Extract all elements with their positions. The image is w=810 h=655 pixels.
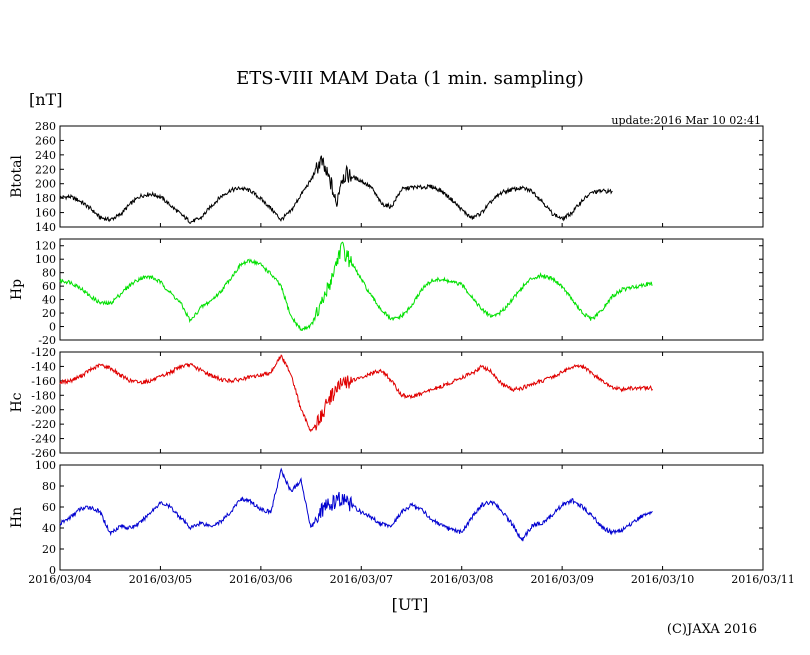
panels: 140160180200220240260280Btotal-200204060… (9, 120, 764, 577)
series-line-btotal (59, 155, 613, 225)
panel-frame (59, 125, 764, 228)
chart-title: ETS-VIII MAM Data (1 min. sampling) (236, 68, 584, 89)
y-tick-label: -140 (31, 360, 56, 373)
y-tick-label: 80 (42, 480, 56, 493)
y-tick-label: 0 (49, 321, 56, 334)
x-tick-label: 2016/03/08 (430, 573, 493, 586)
x-tick-label: 2016/03/06 (229, 573, 292, 586)
y-tick-label: 100 (35, 459, 56, 472)
y-tick-label: 220 (35, 163, 56, 176)
y-tick-label: 140 (35, 221, 56, 234)
y-axis-label: Btotal (9, 155, 25, 198)
series-line-hn (59, 467, 653, 542)
y-tick-label: 20 (42, 307, 56, 320)
y-tick-label: -20 (38, 334, 56, 347)
copyright: (C)JAXA 2016 (667, 622, 757, 637)
y-tick-label: 60 (42, 280, 56, 293)
y-tick-label: 260 (35, 134, 56, 147)
y-tick-label: 280 (35, 120, 56, 133)
x-tick-label: 2016/03/10 (631, 573, 694, 586)
y-axis-label: Hc (9, 392, 25, 412)
y-tick-label: -180 (31, 389, 56, 402)
panel-frame (59, 464, 764, 571)
y-tick-label: 240 (35, 149, 56, 162)
y-tick-label: 80 (42, 267, 56, 280)
y-tick-label: 0 (49, 564, 56, 577)
y-tick-label: 160 (35, 207, 56, 220)
panel-frame (59, 238, 764, 341)
y-tick-label: 120 (35, 240, 56, 253)
x-tick-label: 2016/03/04 (28, 573, 91, 586)
y-tick-label: 100 (35, 253, 56, 266)
y-tick-label: -120 (31, 346, 56, 359)
y-tick-label: -260 (31, 447, 56, 460)
x-tick-label: 2016/03/11 (731, 573, 794, 586)
y-axis-label: Hn (9, 507, 25, 528)
y-tick-label: 200 (35, 178, 56, 191)
y-tick-label: -200 (31, 404, 56, 417)
unit-label: [nT] (29, 90, 62, 109)
y-tick-label: 40 (42, 294, 56, 307)
x-tick-label: 2016/03/07 (330, 573, 393, 586)
series-line-hp (59, 241, 653, 331)
y-tick-label: -220 (31, 418, 56, 431)
series-line-hc (59, 354, 653, 433)
panel-hn: 0 20 40 60 80 100 Hn (9, 459, 764, 577)
y-axis-label: Hp (9, 279, 25, 300)
update-text: update:2016 Mar 10 02:41 (611, 114, 761, 127)
x-tick-label: 2016/03/05 (129, 573, 192, 586)
y-tick-label: 180 (35, 192, 56, 205)
panel-hc: -260-240 -220-200 -180-160 -140-120 Hc (9, 346, 764, 460)
y-tick-label: -240 (31, 433, 56, 446)
x-axis-label: [UT] (392, 595, 429, 614)
y-tick-label: 40 (42, 522, 56, 535)
y-tick-label: 60 (42, 501, 56, 514)
panel-frame (59, 351, 764, 454)
y-tick-label: 20 (42, 543, 56, 556)
y-tick-label: -160 (31, 375, 56, 388)
x-tick-label: 2016/03/09 (530, 573, 593, 586)
x-axis: 2016/03/04 2016/03/05 2016/03/06 2016/03/07… (28, 573, 794, 586)
